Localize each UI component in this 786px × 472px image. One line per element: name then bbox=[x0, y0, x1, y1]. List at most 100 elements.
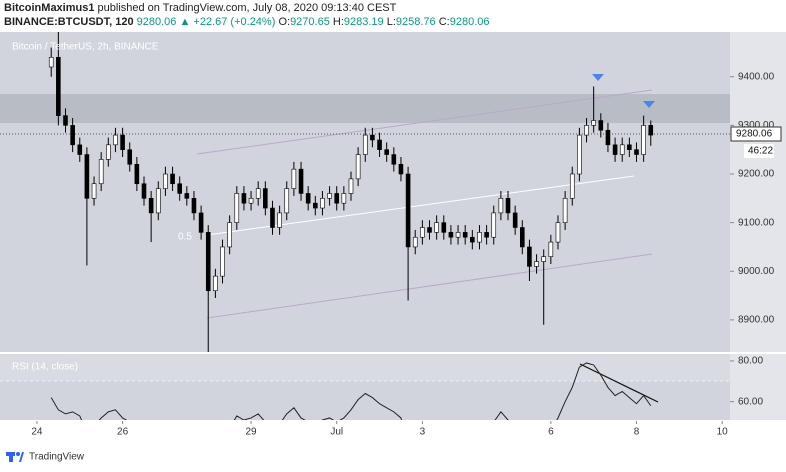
candle-body bbox=[227, 222, 232, 248]
candle-body bbox=[298, 168, 304, 194]
candle-body bbox=[177, 183, 182, 194]
x-tick-label: 24 bbox=[31, 427, 43, 438]
candle-body bbox=[627, 144, 632, 150]
candle-body bbox=[213, 275, 218, 292]
countdown: 46:22 bbox=[748, 146, 773, 157]
y-tick-label: 9300.00 bbox=[738, 120, 775, 131]
logo: TradingView bbox=[6, 452, 85, 463]
rsi-trendline bbox=[579, 363, 659, 403]
y-tick-label: 9400.00 bbox=[738, 71, 775, 82]
rsi-line bbox=[50, 362, 652, 420]
h-label: H: bbox=[333, 16, 344, 28]
candle-body bbox=[470, 236, 475, 243]
candle-body bbox=[170, 173, 175, 185]
x-tick-label: 10 bbox=[717, 427, 729, 438]
candle-body bbox=[641, 125, 646, 155]
candle-body bbox=[362, 134, 368, 155]
candle-body bbox=[48, 56, 54, 68]
candle-body bbox=[584, 125, 589, 136]
candles bbox=[48, 32, 654, 352]
candle-body bbox=[605, 129, 611, 146]
candle-body bbox=[384, 149, 389, 155]
x-tick-label: 29 bbox=[246, 427, 258, 438]
candle-body bbox=[519, 227, 525, 248]
candle-body bbox=[63, 115, 68, 126]
candle-body bbox=[184, 193, 190, 199]
candle-body bbox=[305, 193, 311, 204]
candle-body bbox=[284, 188, 290, 214]
candle-body bbox=[56, 56, 61, 116]
candle-body bbox=[84, 154, 90, 199]
candle-body bbox=[98, 159, 104, 185]
y-tick-label: 9100.00 bbox=[738, 217, 775, 228]
candle-body bbox=[562, 198, 568, 223]
marker bbox=[592, 74, 604, 81]
candle-body bbox=[277, 212, 282, 228]
arrow: ▲ bbox=[179, 16, 190, 28]
candle-body bbox=[327, 193, 332, 199]
candle-body bbox=[291, 168, 297, 189]
candle-body bbox=[134, 163, 140, 185]
candle-body bbox=[70, 125, 75, 146]
candle-body bbox=[198, 212, 204, 233]
candle-body bbox=[391, 154, 397, 165]
candle-body bbox=[484, 232, 489, 238]
l-label: L: bbox=[387, 16, 396, 28]
candle-body bbox=[598, 120, 604, 131]
y-tick-label: 9200.00 bbox=[738, 169, 775, 180]
c-label: C: bbox=[439, 16, 450, 28]
symbol-line: BINANCE:BTCUSDT, 120 9280.06 ▲ +22.67 (+… bbox=[4, 16, 490, 28]
candle-body bbox=[455, 232, 461, 238]
y-tick-label: 8900.00 bbox=[738, 315, 775, 326]
candle-body bbox=[577, 134, 582, 175]
candle-body bbox=[441, 222, 447, 233]
annotation: 0.5 bbox=[178, 232, 192, 243]
last: 9280.06 bbox=[137, 16, 177, 28]
x-tick-label: Jul bbox=[330, 427, 343, 438]
candle-body bbox=[427, 227, 432, 233]
candle-body bbox=[77, 144, 83, 155]
candle-body bbox=[341, 193, 347, 204]
symbol: BINANCE:BTCUSDT, 120 bbox=[4, 16, 134, 28]
candle-body bbox=[398, 163, 404, 175]
candle-body bbox=[619, 144, 625, 155]
chart-title: Bitcoin / TetherUS, 2h, BINANCE bbox=[12, 42, 159, 53]
candle-body bbox=[505, 198, 511, 214]
rsi-tick-label: 60.00 bbox=[738, 396, 763, 407]
o: 9270.65 bbox=[290, 16, 330, 28]
candle-body bbox=[377, 139, 382, 150]
candle-body bbox=[248, 198, 254, 204]
candle-body bbox=[448, 232, 454, 238]
brand: TradingView bbox=[29, 452, 85, 463]
candle-body bbox=[241, 193, 247, 204]
candle-body bbox=[127, 149, 133, 165]
candle-body bbox=[163, 173, 168, 189]
candle-body bbox=[534, 261, 539, 267]
rsi-band bbox=[0, 354, 730, 381]
resistance-zone bbox=[0, 94, 730, 123]
rsi-title: RSI (14, close) bbox=[12, 362, 78, 373]
candle-body bbox=[234, 193, 240, 223]
l: 9258.76 bbox=[396, 16, 436, 28]
candle-body bbox=[191, 198, 197, 214]
candle-body bbox=[612, 144, 618, 155]
y-tick-label: 9000.00 bbox=[738, 266, 775, 277]
candle-body bbox=[420, 227, 425, 238]
candle-body bbox=[155, 188, 161, 214]
candle-body bbox=[370, 134, 375, 141]
axes: 8900.00 9000.00 9100.00 9200.00 9300.00 9400.… bbox=[31, 71, 774, 437]
channel-upper bbox=[196, 89, 653, 155]
countdown-box bbox=[744, 144, 774, 158]
candle-body bbox=[270, 207, 275, 228]
header: BitcoinMaximus1 published on TradingView… bbox=[4, 2, 397, 14]
candle-body bbox=[106, 144, 111, 160]
candle-body bbox=[477, 232, 482, 243]
candle-body bbox=[498, 198, 504, 214]
x-tick-label: 3 bbox=[420, 427, 426, 438]
candle-body bbox=[113, 134, 118, 146]
candle-body bbox=[462, 232, 468, 238]
last-price-box bbox=[730, 126, 782, 142]
published: published on TradingView.com, July 08, 2… bbox=[98, 2, 397, 14]
candle-body bbox=[555, 222, 561, 243]
